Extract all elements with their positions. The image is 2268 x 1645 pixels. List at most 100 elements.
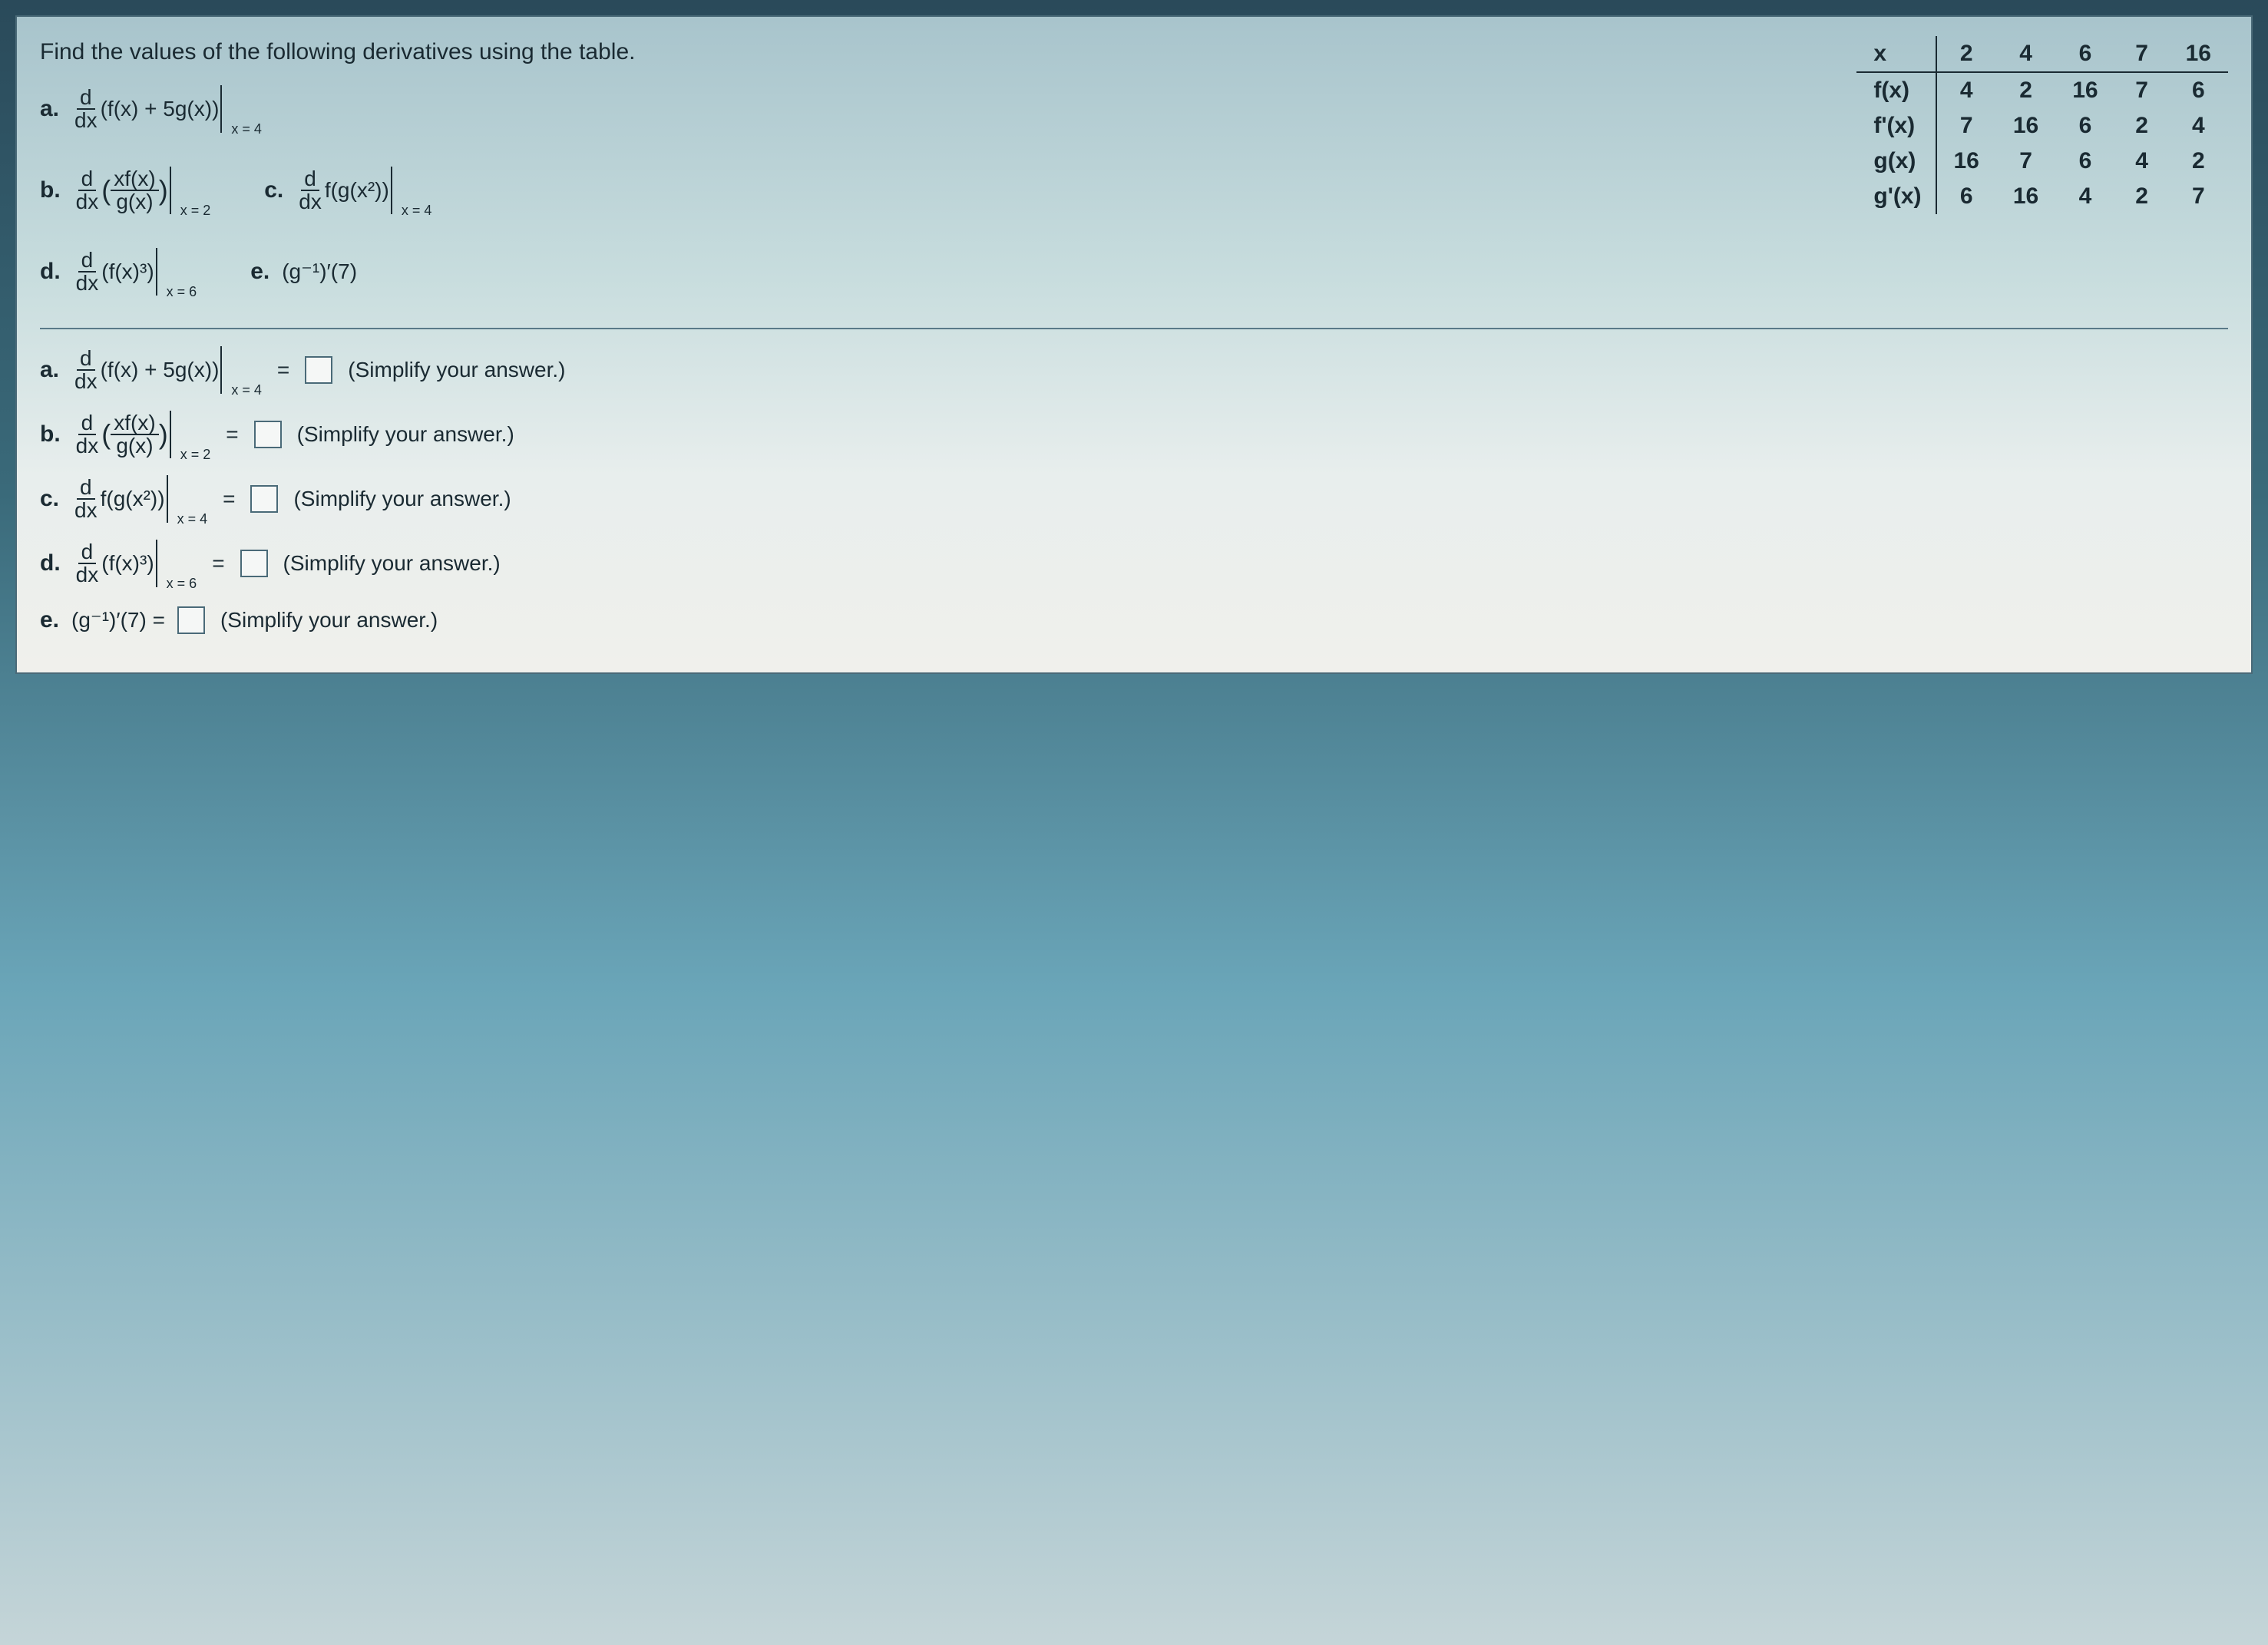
ans-label-d: d. [40, 547, 61, 580]
deriv-b: d dx [73, 168, 102, 213]
row-label: g'(x) [1856, 179, 1936, 214]
ans-label-a: a. [40, 354, 59, 386]
cell: 2 [2115, 108, 2169, 144]
row-label: f(x) [1856, 72, 1936, 108]
answer-input-e[interactable] [177, 606, 205, 634]
cell: 4 [2055, 179, 2114, 214]
cell: 6 [2169, 72, 2228, 108]
deriv-d: d dx [73, 249, 102, 294]
question-b: b. d dx ( xf(x) g(x) ) [40, 167, 210, 214]
label-b: b. [40, 174, 61, 206]
at-c: x = 4 [402, 201, 432, 220]
deriv: d dx [73, 412, 102, 457]
answer-e: e. (g⁻¹)′(7) = (Simplify your answer.) [40, 604, 2228, 636]
eval-bar [391, 167, 392, 214]
ans-label-e: e. [40, 604, 59, 636]
equals: = [277, 355, 289, 385]
cell: 4 [2169, 108, 2228, 144]
cell: 7 [2169, 179, 2228, 214]
body-a: (f(x) + 5g(x)) [101, 94, 220, 124]
body-c: f(g(x²)) [325, 175, 389, 205]
table-row: g'(x) 6 16 4 2 7 [1856, 179, 2228, 214]
label-d: d. [40, 256, 61, 288]
body-d: (f(x)³) [101, 256, 154, 286]
cell: 16 [1936, 144, 1996, 179]
ans-body-d: (f(x)³) [101, 548, 154, 578]
prompt-text: Find the values of the following derivat… [40, 36, 1826, 68]
cell: 7 [1996, 144, 2055, 179]
cell: 7 [1936, 108, 1996, 144]
answer-input-b[interactable] [254, 421, 282, 448]
cell: 2 [1996, 72, 2055, 108]
cell: 6 [1936, 179, 1996, 214]
answer-a: a. d dx (f(x) + 5g(x)) x = 4 = (Simplify… [40, 346, 2228, 394]
eval-bar [156, 540, 157, 587]
ans-at-b: x = 2 [180, 445, 211, 464]
at-d: x = 6 [167, 282, 197, 302]
eval-bar [170, 411, 171, 458]
label-a: a. [40, 93, 59, 125]
top-section: Find the values of the following derivat… [40, 36, 2228, 312]
cell: 2 [2115, 179, 2169, 214]
x-val: 7 [2115, 36, 2169, 72]
eval-bar [220, 346, 222, 394]
hint-a: (Simplify your answer.) [348, 355, 565, 385]
data-table-section: x 2 4 6 7 16 f(x) 4 2 16 7 6 f'(x) [1856, 36, 2228, 214]
deriv-a: d dx [71, 87, 101, 131]
table-row: f'(x) 7 16 6 2 4 [1856, 108, 2228, 144]
worksheet: Find the values of the following derivat… [15, 15, 2253, 674]
label-c: c. [264, 174, 283, 206]
cell: 4 [2115, 144, 2169, 179]
cell: 7 [2115, 72, 2169, 108]
ans-at-a: x = 4 [231, 381, 262, 400]
answer-input-d[interactable] [240, 550, 268, 577]
deriv: d dx [73, 541, 102, 586]
x-val: 2 [1936, 36, 1996, 72]
cell: 16 [1996, 179, 2055, 214]
divider [40, 328, 2228, 329]
eval-bar [156, 248, 157, 296]
hint-b: (Simplify your answer.) [297, 419, 514, 449]
at-b: x = 2 [180, 201, 211, 220]
row-label: f'(x) [1856, 108, 1936, 144]
hint-e: (Simplify your answer.) [220, 605, 438, 635]
table-row: g(x) 16 7 6 4 2 [1856, 144, 2228, 179]
answer-input-c[interactable] [250, 485, 278, 513]
ans-at-c: x = 4 [177, 510, 208, 529]
data-table: x 2 4 6 7 16 f(x) 4 2 16 7 6 f'(x) [1856, 36, 2228, 214]
question-c: c. d dx f(g(x²)) x = 4 [264, 167, 431, 214]
cell: 6 [2055, 144, 2114, 179]
question-e: e. (g⁻¹)′(7) [250, 248, 357, 296]
eval-bar [167, 475, 168, 523]
question-d: d. d dx (f(x)³) x = 6 [40, 248, 197, 296]
table-header-row: x 2 4 6 7 16 [1856, 36, 2228, 72]
row-label: g(x) [1856, 144, 1936, 179]
ans-body-e: (g⁻¹)′(7) = [71, 605, 165, 635]
prompt-section: Find the values of the following derivat… [40, 36, 1826, 312]
cell: 6 [2055, 108, 2114, 144]
eval-bar [220, 85, 222, 133]
x-val: 4 [1996, 36, 2055, 72]
question-a: a. d dx (f(x) + 5g(x)) x = 4 [40, 85, 1826, 133]
ans-label-b: b. [40, 418, 61, 451]
ans-at-d: x = 6 [167, 574, 197, 593]
hint-c: (Simplify your answer.) [293, 484, 511, 514]
table-row: f(x) 4 2 16 7 6 [1856, 72, 2228, 108]
quotient-b: xf(x) g(x) [111, 168, 158, 213]
at-a: x = 4 [231, 120, 262, 139]
cell: 2 [2169, 144, 2228, 179]
equals: = [226, 419, 238, 449]
answer-input-a[interactable] [305, 356, 332, 384]
answer-d: d. d dx (f(x)³) x = 6 = (Simplify your a… [40, 540, 2228, 587]
cell: 16 [1996, 108, 2055, 144]
ans-label-c: c. [40, 483, 59, 515]
cell: 4 [1936, 72, 1996, 108]
equals: = [212, 548, 224, 578]
body-e: (g⁻¹)′(7) [282, 256, 357, 286]
equals: = [223, 484, 235, 514]
eval-bar [170, 167, 171, 214]
deriv: d dx [71, 477, 101, 521]
answer-c: c. d dx f(g(x²)) x = 4 = (Simplify your … [40, 475, 2228, 523]
ans-body-c: f(g(x²)) [101, 484, 165, 514]
x-val: 16 [2169, 36, 2228, 72]
